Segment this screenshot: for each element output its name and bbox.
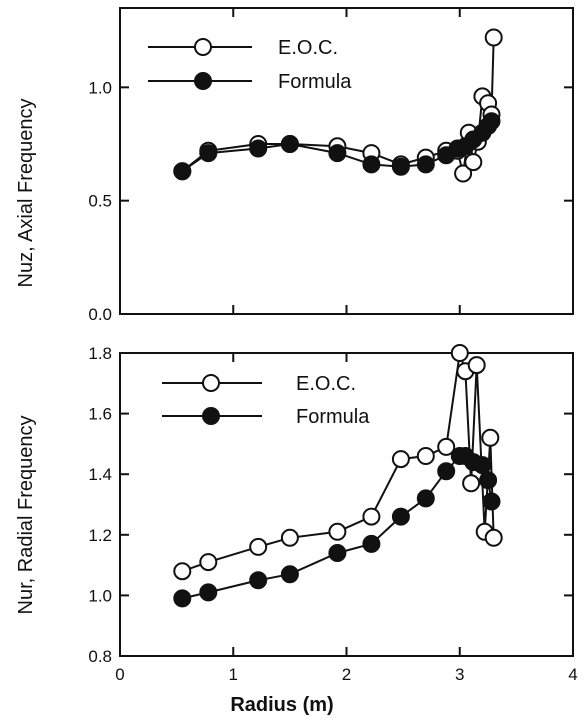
- y-tick-label: 1.6: [88, 405, 112, 424]
- radial-y-axis-title: Nur, Radial Frequency: [15, 416, 37, 615]
- radial-eoc-point: [437, 437, 456, 456]
- axial-series-layer: [173, 28, 503, 183]
- legend-label-eoc: E.O.C.: [278, 37, 338, 59]
- radial-formula-point: [328, 544, 347, 562]
- radial-frequency-panel: Nur, Radial Frequency Radius (m) 0.8 1.0 1…: [15, 344, 578, 716]
- radial-eoc-point: [328, 522, 347, 541]
- radial-eoc-point: [462, 474, 481, 493]
- y-tick-label: 0.5: [88, 192, 112, 211]
- radial-series-layer: [173, 344, 503, 608]
- axial-eoc-point: [484, 28, 503, 47]
- axial-eoc-point: [454, 164, 473, 183]
- radial-eoc-point: [467, 356, 486, 375]
- legend-marker-formula: [194, 72, 212, 90]
- radial-formula-point: [280, 565, 299, 584]
- axial-ticks: 0.0 0.5 1.0: [88, 8, 574, 324]
- radial-eoc-point: [199, 553, 218, 572]
- radial-formula-point: [199, 583, 218, 602]
- radial-eoc-point: [280, 528, 299, 547]
- axial-formula-point: [199, 144, 218, 163]
- radial-formula-point: [416, 489, 435, 508]
- radial-eoc-point: [173, 562, 192, 581]
- y-tick-label: 0.0: [88, 305, 112, 324]
- x-axis-title: Radius (m): [230, 694, 333, 716]
- radial-plot-frame: [119, 352, 574, 657]
- radial-formula-point: [391, 507, 410, 526]
- radial-eoc-point: [481, 428, 500, 447]
- axial-formula-point: [362, 155, 381, 174]
- axial-eoc-point: [464, 153, 483, 172]
- radial-formula-point: [479, 471, 498, 490]
- axial-formula-point: [280, 135, 299, 153]
- radial-legend: E.O.C. Formula: [162, 373, 370, 428]
- x-tick-label: 1: [229, 665, 238, 684]
- x-tick-label: 3: [455, 665, 464, 684]
- radial-eoc-point: [450, 344, 469, 362]
- axial-frequency-panel: Nuz, Axial Frequency 0.0 0.5 1.0 E.O.C. Fo…: [15, 7, 574, 324]
- legend-label-eoc: E.O.C.: [296, 373, 356, 395]
- axial-formula-point: [173, 162, 192, 181]
- radial-formula-point: [362, 534, 381, 553]
- radial-eoc-point: [362, 507, 381, 526]
- radial-eoc-series-line: [181, 352, 495, 573]
- axial-formula-point: [416, 155, 435, 174]
- legend-label-formula: Formula: [278, 71, 352, 93]
- radial-formula-point: [437, 462, 456, 481]
- legend-marker-formula: [202, 407, 220, 425]
- radial-eoc-point: [416, 447, 435, 465]
- axial-y-axis-title: Nuz, Axial Frequency: [15, 99, 37, 288]
- radial-ticks: 0.8 1.0 1.2 1.4 1.6 1.8 0 1 2 3 4: [88, 344, 577, 684]
- axial-plot-frame: [119, 7, 574, 315]
- axial-formula-point: [391, 157, 410, 176]
- y-tick-label: 0.8: [88, 647, 112, 666]
- radial-formula-point: [249, 571, 268, 590]
- axial-formula-point: [482, 112, 501, 131]
- radial-formula-point: [473, 456, 492, 475]
- x-tick-label: 0: [115, 665, 124, 684]
- axial-formula-point: [328, 144, 347, 163]
- axial-formula-point: [249, 139, 268, 158]
- y-tick-label: 1.0: [88, 586, 112, 605]
- legend-marker-eoc: [194, 38, 212, 56]
- y-tick-label: 1.8: [88, 344, 112, 363]
- legend-label-formula: Formula: [296, 406, 370, 428]
- y-tick-label: 1.0: [88, 78, 112, 97]
- y-tick-label: 1.2: [88, 526, 112, 545]
- axial-legend: E.O.C. Formula: [148, 37, 352, 93]
- radial-formula-point: [482, 492, 501, 511]
- radial-eoc-point: [249, 537, 268, 556]
- y-tick-label: 1.4: [88, 465, 112, 484]
- legend-marker-eoc: [202, 374, 220, 392]
- x-tick-label: 2: [342, 665, 351, 684]
- radial-eoc-point: [391, 450, 410, 469]
- x-tick-label: 4: [568, 665, 577, 684]
- radial-eoc-point: [484, 528, 503, 547]
- radial-formula-point: [173, 589, 192, 608]
